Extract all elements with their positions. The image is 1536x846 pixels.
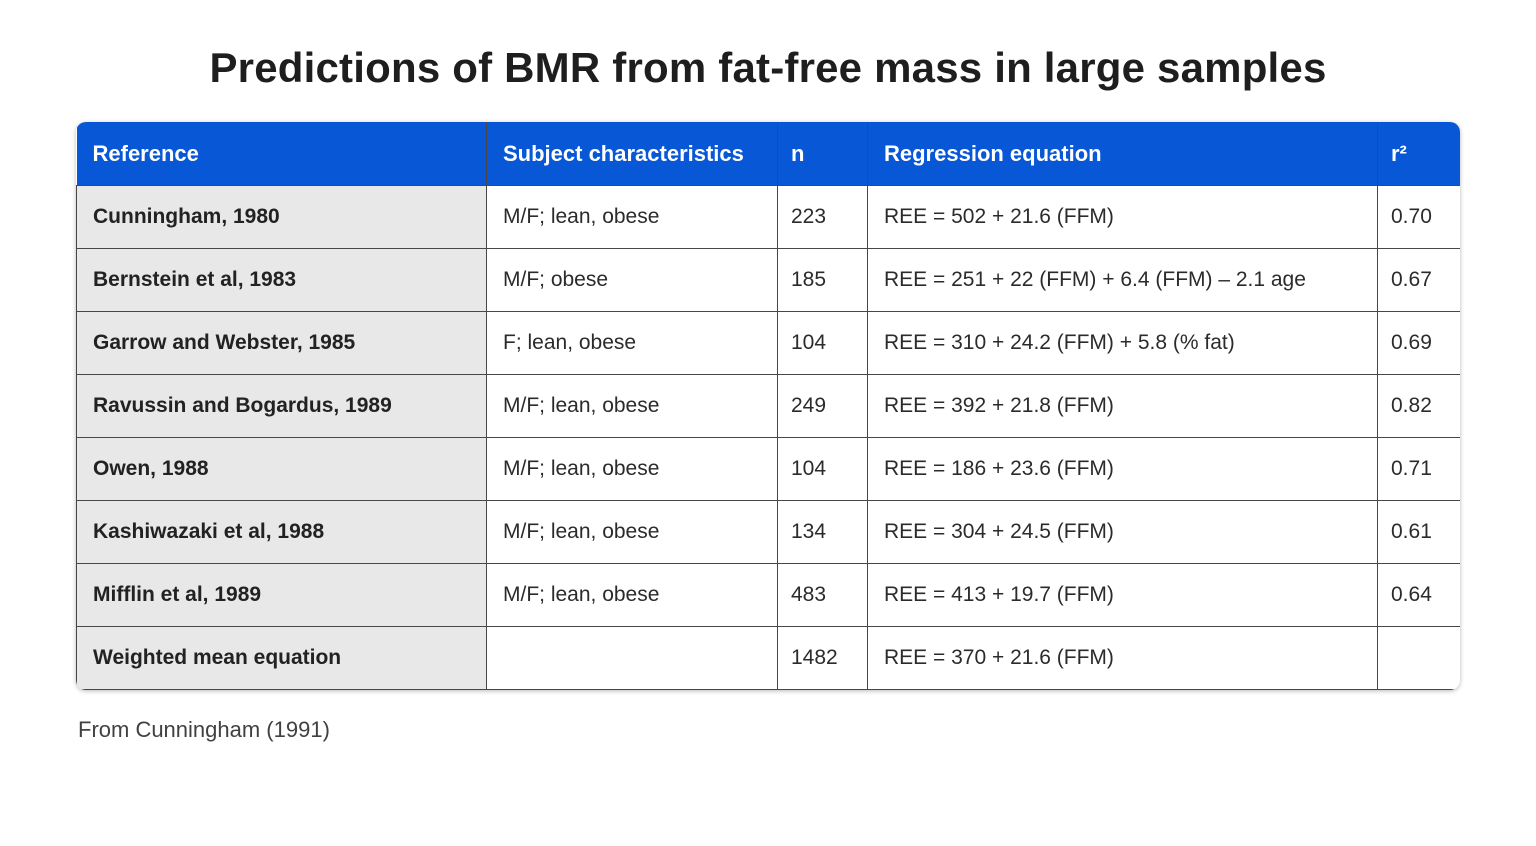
column-header-n: n: [777, 122, 868, 186]
table-row: Weighted mean equation 1482 REE = 370 + 21…: [76, 626, 1460, 690]
cell-reference: Weighted mean equation: [76, 626, 487, 690]
cell-n: 1482: [777, 626, 868, 690]
cell-regression-equation: REE = 370 + 21.6 (FFM): [867, 626, 1378, 690]
cell-subject-characteristics: M/F; lean, obese: [486, 437, 778, 501]
cell-r2: 0.67: [1377, 248, 1460, 312]
source-note: From Cunningham (1991): [78, 717, 330, 742]
cell-regression-equation: REE = 413 + 19.7 (FFM): [867, 563, 1378, 627]
cell-n: 134: [777, 500, 868, 564]
cell-reference: Ravussin and Bogardus, 1989: [76, 374, 487, 438]
cell-subject-characteristics: M/F; lean, obese: [486, 563, 778, 627]
cell-regression-equation: REE = 186 + 23.6 (FFM): [867, 437, 1378, 501]
bmr-predictions-table-container: Reference Subject characteristics n Regress…: [76, 122, 1460, 690]
cell-r2: 0.69: [1377, 311, 1460, 375]
cell-reference: Cunningham, 1980: [76, 185, 487, 249]
table-header-row: Reference Subject characteristics n Regress…: [76, 122, 1460, 186]
cell-regression-equation: REE = 251 + 22 (FFM) + 6.4 (FFM) – 2.1 a…: [867, 248, 1378, 312]
table-row: Mifflin et al, 1989 M/F; lean, obese 483 RE…: [76, 563, 1460, 627]
cell-subject-characteristics: M/F; lean, obese: [486, 374, 778, 438]
cell-subject-characteristics: M/F; obese: [486, 248, 778, 312]
table-row: Owen, 1988 M/F; lean, obese 104 REE = 186 +…: [76, 437, 1460, 501]
cell-subject-characteristics: F; lean, obese: [486, 311, 778, 375]
cell-regression-equation: REE = 304 + 24.5 (FFM): [867, 500, 1378, 564]
table-row: Garrow and Webster, 1985 F; lean, obese 10…: [76, 311, 1460, 375]
cell-subject-characteristics: M/F; lean, obese: [486, 185, 778, 249]
column-header-reference: Reference: [76, 122, 487, 186]
column-header-subject-characteristics: Subject characteristics: [486, 122, 778, 186]
cell-n: 185: [777, 248, 868, 312]
cell-r2: 0.70: [1377, 185, 1460, 249]
cell-regression-equation: REE = 310 + 24.2 (FFM) + 5.8 (% fat): [867, 311, 1378, 375]
cell-reference: Bernstein et al, 1983: [76, 248, 487, 312]
cell-r2: 0.71: [1377, 437, 1460, 501]
cell-r2: [1377, 626, 1460, 690]
table-row: Bernstein et al, 1983 M/F; obese 185 REE = …: [76, 248, 1460, 312]
cell-reference: Owen, 1988: [76, 437, 487, 501]
table-row: Ravussin and Bogardus, 1989 M/F; lean, ob…: [76, 374, 1460, 438]
cell-n: 223: [777, 185, 868, 249]
cell-subject-characteristics: [486, 626, 778, 690]
cell-regression-equation: REE = 392 + 21.8 (FFM): [867, 374, 1378, 438]
table-body: Cunningham, 1980 M/F; lean, obese 223 REE =…: [76, 185, 1460, 690]
cell-n: 249: [777, 374, 868, 438]
cell-subject-characteristics: M/F; lean, obese: [486, 500, 778, 564]
page-title: Predictions of BMR from fat-free mass in…: [209, 44, 1327, 91]
cell-r2: 0.61: [1377, 500, 1460, 564]
table-row: Kashiwazaki et al, 1988 M/F; lean, obese 1…: [76, 500, 1460, 564]
cell-reference: Mifflin et al, 1989: [76, 563, 487, 627]
cell-n: 483: [777, 563, 868, 627]
column-header-r2: r²: [1377, 122, 1460, 186]
cell-n: 104: [777, 311, 868, 375]
cell-n: 104: [777, 437, 868, 501]
cell-reference: Garrow and Webster, 1985: [76, 311, 487, 375]
cell-r2: 0.64: [1377, 563, 1460, 627]
cell-reference: Kashiwazaki et al, 1988: [76, 500, 487, 564]
cell-regression-equation: REE = 502 + 21.6 (FFM): [867, 185, 1378, 249]
table-row: Cunningham, 1980 M/F; lean, obese 223 REE =…: [76, 185, 1460, 249]
cell-r2: 0.82: [1377, 374, 1460, 438]
bmr-predictions-table: Reference Subject characteristics n Regress…: [76, 122, 1460, 690]
column-header-regression-equation: Regression equation: [867, 122, 1378, 186]
